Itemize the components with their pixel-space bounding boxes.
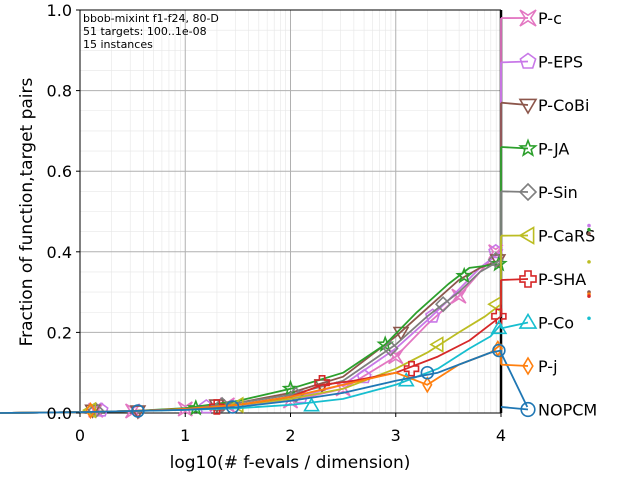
legend: P-c P-EPS P-CoBi P-JA P-Sin P-CaRS P-SHA P-Co P-… bbox=[500, 9, 597, 420]
legend-label: P-CaRS bbox=[538, 227, 595, 246]
side-dot bbox=[587, 260, 591, 264]
legend-item: P-CoBi bbox=[500, 96, 589, 115]
info-line-1: bbob-mixint f1-f24, 80-D bbox=[83, 12, 219, 25]
legend-marker bbox=[518, 98, 538, 115]
data-point bbox=[177, 401, 193, 417]
y-tick-label: 0.2 bbox=[47, 323, 72, 342]
legend-marker bbox=[519, 9, 537, 27]
legend-marker bbox=[519, 270, 537, 288]
legend-marker bbox=[518, 226, 535, 245]
legend-label: P-Co bbox=[538, 314, 574, 333]
x-axis-label: log10(# f-evals / dimension) bbox=[170, 453, 411, 473]
data-point bbox=[356, 368, 372, 384]
side-dot bbox=[587, 223, 591, 228]
data-point bbox=[124, 403, 141, 419]
info-line-2: 51 targets: 100..1e-08 bbox=[83, 25, 207, 38]
data-point bbox=[225, 400, 240, 414]
data-point bbox=[420, 365, 435, 380]
side-dot bbox=[587, 316, 591, 321]
legend-label: P-c bbox=[538, 9, 562, 28]
x-tick-label: 3 bbox=[391, 426, 401, 445]
legend-item: NOPCM bbox=[500, 401, 597, 420]
legend-item: P-c bbox=[500, 9, 562, 28]
data-point bbox=[131, 404, 145, 418]
data-point bbox=[492, 343, 506, 358]
series-P-EPS bbox=[0, 62, 504, 417]
data-point bbox=[451, 288, 467, 304]
legend-label: P-JA bbox=[538, 140, 569, 159]
legend-item: P-EPS bbox=[500, 52, 583, 72]
series-group bbox=[0, 18, 529, 420]
data-point bbox=[403, 360, 420, 377]
legend-marker bbox=[518, 312, 538, 329]
y-tick-label: 0.6 bbox=[47, 162, 72, 181]
grid-lines bbox=[79, 9, 502, 414]
tick-labels: 0 1 2 3 4 0.0 0.2 0.4 0.6 0.8 1.0 bbox=[47, 1, 507, 445]
data-point bbox=[209, 399, 225, 415]
x-tick-label: 1 bbox=[180, 426, 190, 445]
data-point bbox=[429, 336, 444, 353]
legend-marker bbox=[518, 182, 538, 202]
legend-item: P-JA bbox=[500, 138, 569, 159]
legend-label: P-SHA bbox=[538, 270, 586, 289]
legend-marker bbox=[522, 356, 534, 376]
y-tick-label: 0.8 bbox=[47, 82, 72, 101]
legend-connector bbox=[500, 60, 529, 64]
side-dot bbox=[587, 231, 591, 236]
series-line bbox=[0, 349, 529, 414]
legend-item: P-SHA bbox=[500, 270, 586, 289]
legend-label: P-CoBi bbox=[538, 96, 589, 115]
data-point bbox=[303, 397, 320, 412]
info-box: bbob-mixint f1-f24, 80-D 51 targets: 100… bbox=[83, 12, 219, 51]
legend-label: P-EPS bbox=[538, 53, 583, 72]
legend-connector bbox=[500, 278, 529, 281]
data-point bbox=[213, 396, 231, 414]
x-tick-label: 4 bbox=[496, 426, 506, 445]
data-point bbox=[186, 398, 205, 416]
data-point bbox=[129, 405, 147, 420]
side-dot bbox=[587, 227, 591, 232]
series-P-CoBi bbox=[0, 102, 507, 420]
legend-connector bbox=[500, 190, 529, 193]
info-line-3: 15 instances bbox=[83, 38, 153, 51]
legend-marker bbox=[519, 52, 537, 69]
legend-item: P-j bbox=[500, 356, 558, 376]
legend-item: P-CaRS bbox=[500, 226, 595, 246]
data-point bbox=[281, 379, 300, 397]
legend-item: P-Sin bbox=[500, 182, 578, 202]
legend-label: P-Sin bbox=[538, 183, 578, 202]
legend-label: NOPCM bbox=[538, 401, 597, 420]
data-point bbox=[455, 266, 473, 284]
legend-connector bbox=[500, 406, 529, 411]
data-point bbox=[422, 376, 433, 394]
legend-item: P-Co bbox=[500, 312, 574, 333]
y-axis-label: Fraction of function,target pairs bbox=[17, 77, 37, 346]
series-NOPCM bbox=[0, 343, 529, 418]
data-point bbox=[388, 348, 404, 365]
x-tick-label: 2 bbox=[285, 426, 295, 445]
data-point bbox=[424, 308, 441, 323]
data-point bbox=[85, 402, 96, 420]
data-point bbox=[491, 308, 507, 325]
data-point bbox=[382, 340, 399, 357]
data-point bbox=[434, 296, 452, 313]
data-point bbox=[490, 254, 508, 272]
legend-label: P-j bbox=[538, 357, 558, 376]
series-line bbox=[0, 235, 502, 414]
side-dot bbox=[587, 294, 591, 298]
legend-marker bbox=[518, 138, 538, 157]
y-tick-label: 0.0 bbox=[47, 404, 72, 423]
legend-marker bbox=[520, 401, 536, 418]
x-tick-label: 0 bbox=[75, 426, 85, 445]
y-tick-label: 0.4 bbox=[47, 243, 72, 262]
y-tick-label: 1.0 bbox=[47, 1, 72, 20]
